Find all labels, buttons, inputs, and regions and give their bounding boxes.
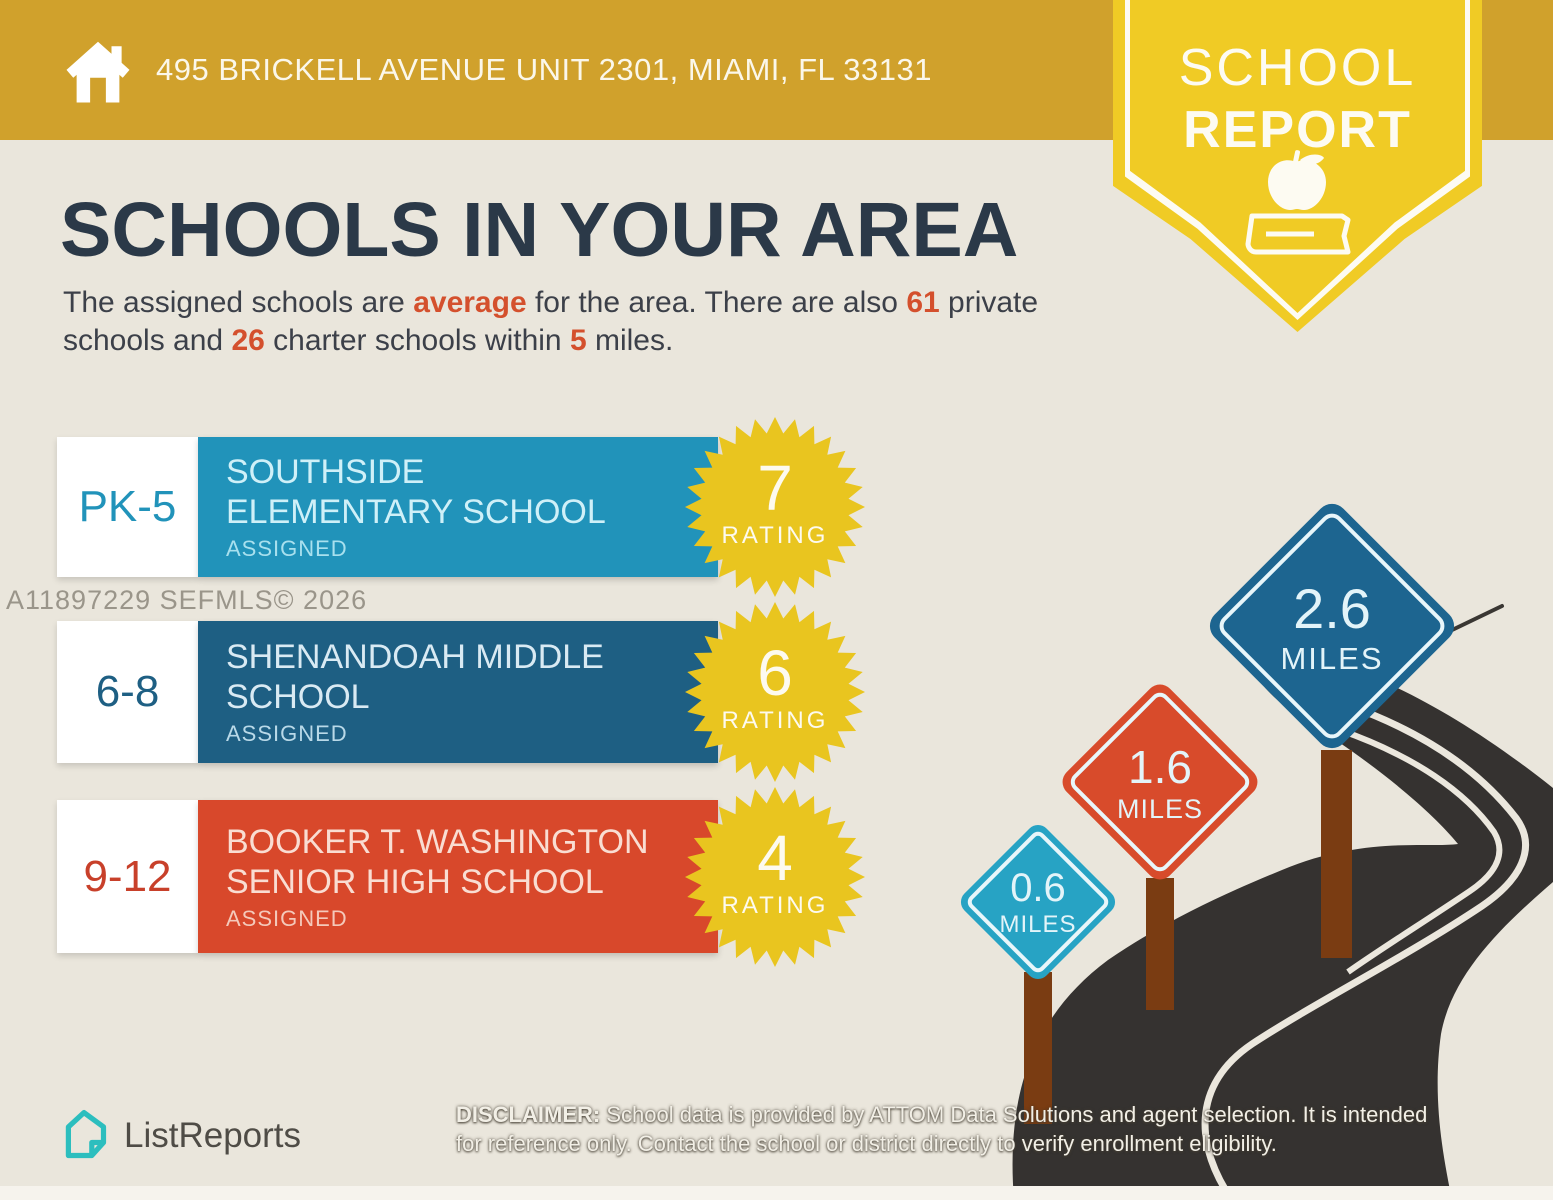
- intro-text: The assigned schools are average for the…: [63, 284, 1073, 360]
- rating-value: 4: [757, 822, 793, 894]
- intro-highlight-charter-count: 26: [231, 324, 265, 357]
- school-name: SOUTHSIDE ELEMENTARY SCHOOL: [226, 452, 718, 532]
- disclaimer-line1: School data is provided by ATTOM Data So…: [600, 1102, 1428, 1127]
- school-name: SHENANDOAH MIDDLE SCHOOL: [226, 637, 718, 717]
- distance-sign-2-6-miles: 2.6 MILES: [1203, 497, 1461, 755]
- ribbon-line2: REPORT: [1183, 101, 1412, 159]
- intro-seg: private schools and: [63, 286, 1039, 357]
- school-name-line1: SHENANDOAH MIDDLE: [226, 638, 604, 676]
- school-name-line2: SCHOOL: [226, 678, 370, 716]
- school-row-elementary: PK-5 SOUTHSIDE ELEMENTARY SCHOOL ASSIGNE…: [57, 437, 867, 577]
- rating-value: 6: [757, 637, 793, 709]
- disclaimer-line2: for reference only. Contact the school o…: [456, 1131, 1277, 1156]
- rating-label: RATING: [721, 892, 829, 919]
- listreports-logo: ListReports: [58, 1108, 301, 1164]
- assigned-label: ASSIGNED: [226, 536, 348, 561]
- school-name: BOOKER T. WASHINGTON SENIOR HIGH SCHOOL: [226, 822, 718, 902]
- road-surface: [1012, 642, 1553, 1200]
- assigned-label: ASSIGNED: [226, 905, 348, 931]
- rating-badge-elementary: 7 RATING: [683, 415, 867, 599]
- distance-value: 2.6: [1293, 576, 1371, 640]
- school-row-middle: 6-8 SHENANDOAH MIDDLE SCHOOL ASSIGNED: [57, 621, 867, 763]
- intro-seg: miles.: [586, 324, 674, 357]
- road-line-outer: [1201, 684, 1529, 1200]
- school-name-line1: BOOKER T. WASHINGTON: [226, 822, 649, 861]
- bottom-strip: [0, 1186, 1553, 1200]
- intro-seg: charter schools within: [264, 324, 570, 357]
- assigned-label: ASSIGNED: [226, 721, 348, 746]
- property-address: 495 BRICKELL AVENUE UNIT 2301, MIAMI, FL…: [156, 52, 932, 87]
- disclaimer-text: DISCLAIMER: School data is provided by A…: [456, 1100, 1466, 1158]
- apple-on-book-icon: [1245, 150, 1350, 255]
- intro-highlight-private-count: 61: [906, 286, 940, 319]
- home-icon: [66, 41, 130, 103]
- intro-seg: The assigned schools are: [63, 286, 414, 319]
- school-name-line1: SOUTHSIDE: [226, 453, 425, 491]
- grade-range: 6-8: [57, 621, 198, 763]
- rating-badge-middle: 6 RATING: [683, 600, 867, 784]
- distance-value: 1.6: [1128, 740, 1192, 793]
- sign-post-near: [1024, 972, 1052, 1124]
- page-title: SCHOOLS IN YOUR AREA: [60, 187, 1019, 273]
- distance-unit: MILES: [1280, 640, 1384, 676]
- sign-post-mid: [1146, 878, 1174, 1010]
- school-name-line2: SENIOR HIGH SCHOOL: [226, 862, 604, 901]
- school-report-ribbon: SCHOOL REPORT: [1113, 0, 1482, 332]
- distance-unit: MILES: [1116, 793, 1204, 824]
- grade-range: 9-12: [57, 800, 198, 953]
- rating-label: RATING: [721, 707, 829, 734]
- disclaimer-label: DISCLAIMER:: [456, 1102, 601, 1127]
- mls-watermark: A11897229 SEFMLS© 2026: [6, 585, 368, 615]
- distance-sign-1-6-miles: 1.6 MILES: [1056, 678, 1264, 886]
- distance-value: 0.6: [1010, 865, 1066, 910]
- school-bar: SHENANDOAH MIDDLE SCHOOL ASSIGNED: [198, 621, 718, 763]
- ribbon-line1: SCHOOL: [1178, 39, 1417, 97]
- school-bar: SOUTHSIDE ELEMENTARY SCHOOL ASSIGNED: [198, 437, 718, 577]
- starburst-icon: [685, 787, 865, 967]
- rating-label: RATING: [721, 522, 829, 549]
- starburst-icon: [685, 602, 865, 782]
- intro-highlight-average: average: [413, 286, 527, 319]
- school-name-line2: ELEMENTARY SCHOOL: [226, 493, 606, 531]
- starburst-icon: [685, 417, 865, 597]
- horizon-line: [1448, 604, 1504, 633]
- sign-post-far: [1321, 750, 1352, 958]
- listreports-wordmark: ListReports: [124, 1116, 302, 1155]
- distance-unit: MILES: [999, 910, 1077, 938]
- intro-highlight-miles: 5: [569, 324, 587, 357]
- road-line-inner: [1339, 727, 1503, 975]
- school-row-high: 9-12 BOOKER T. WASHINGTON SENIOR HIGH SC…: [57, 800, 867, 953]
- school-bar: BOOKER T. WASHINGTON SENIOR HIGH SCHOOL …: [198, 800, 718, 953]
- listreports-house-icon: [65, 1110, 107, 1159]
- rating-value: 7: [757, 452, 793, 524]
- rating-badge-high: 4 RATING: [683, 785, 867, 969]
- intro-seg: for the area. There are also: [526, 286, 907, 319]
- grade-range: PK-5: [57, 437, 198, 577]
